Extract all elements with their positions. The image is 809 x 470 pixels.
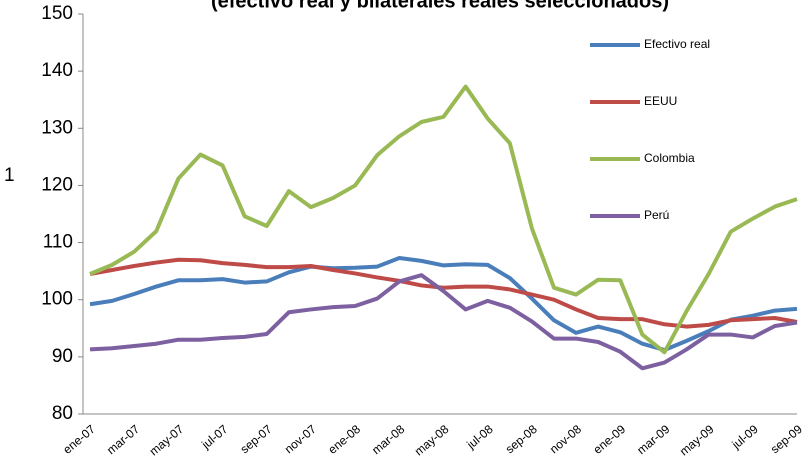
y-tick-label: 140 xyxy=(41,60,73,81)
x-tick-label: nov-07 xyxy=(282,422,319,457)
x-tick-label: sep-08 xyxy=(503,422,540,457)
x-tick-label: mar-09 xyxy=(634,422,672,457)
x-tick-label: jul-09 xyxy=(729,422,761,452)
y-tick-label: 130 xyxy=(41,117,73,138)
y-tick-label: 100 xyxy=(41,289,73,310)
x-tick-label: ene-07 xyxy=(60,422,98,457)
x-tick-label: mar-07 xyxy=(104,422,142,457)
x-tick-label: may-09 xyxy=(677,422,717,459)
chart-title: (efectivo real y bilaterales reales sele… xyxy=(211,0,669,12)
x-tick-label: sep-07 xyxy=(238,422,275,457)
legend-label: Efectivo real xyxy=(644,37,710,51)
y-tick-label: 120 xyxy=(41,174,73,195)
legend-label: Colombia xyxy=(644,151,695,165)
x-tick-label: jul-07 xyxy=(198,422,230,452)
x-tick-label: mar-08 xyxy=(369,422,407,457)
legend-label: Perú xyxy=(644,208,669,222)
x-tick-label: may-07 xyxy=(147,422,187,459)
y-tick-label: 80 xyxy=(52,403,73,424)
series-line xyxy=(89,84,798,355)
legend-label: EEUU xyxy=(644,94,677,108)
y-tick-label: 90 xyxy=(52,346,73,367)
x-tick-label: ene-08 xyxy=(325,422,363,457)
x-tick-label: jul-08 xyxy=(463,422,495,452)
y-tick-label: 150 xyxy=(41,3,73,24)
series-line xyxy=(89,273,798,371)
x-tick-label: sep-09 xyxy=(768,422,805,457)
x-tick-label: may-08 xyxy=(412,422,452,459)
x-tick-label: nov-08 xyxy=(547,422,584,457)
series-line xyxy=(89,256,798,352)
y-tick-label: 110 xyxy=(43,232,73,253)
y-axis-label: 1 xyxy=(4,165,15,186)
x-tick-label: ene-09 xyxy=(591,422,629,457)
